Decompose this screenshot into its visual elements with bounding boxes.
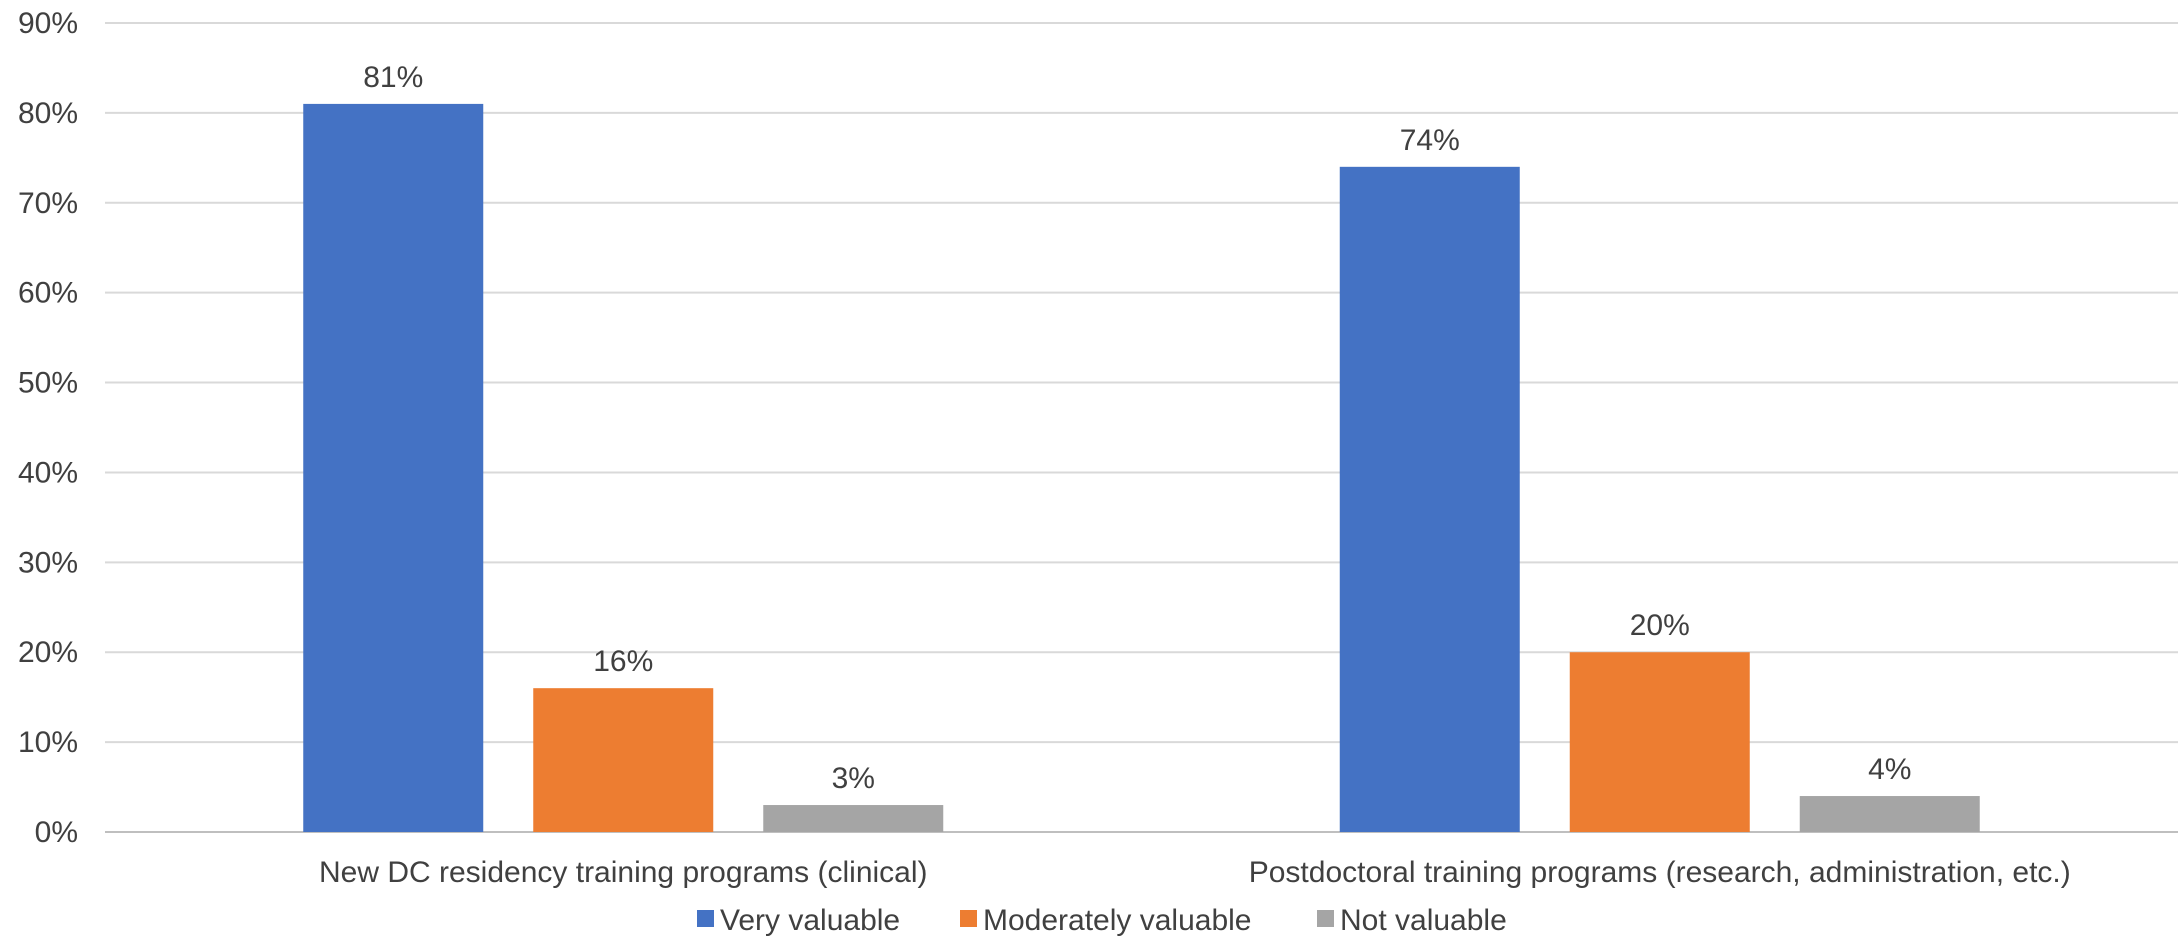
data-label: 16%: [593, 645, 653, 678]
legend-item-very-valuable[interactable]: Very valuable: [720, 904, 900, 937]
legend-swatch: [697, 910, 714, 927]
x-axis-category-labels: New DC residency training programs (clin…: [319, 856, 2071, 889]
y-tick-label: 10%: [18, 726, 78, 759]
legend[interactable]: Very valuable Moderately valuable Not valu…: [697, 904, 1507, 937]
y-tick-label: 0%: [35, 816, 78, 849]
data-label: 74%: [1400, 124, 1460, 157]
y-axis-tick-labels: 0% 10% 20% 30% 40% 50% 60% 70% 80% 90%: [18, 7, 78, 849]
data-label: 81%: [363, 61, 423, 94]
bars: [303, 103, 1980, 833]
y-tick-label: 40%: [18, 456, 78, 489]
bar-not-valuable: [1799, 796, 1980, 832]
x-category-label: New DC residency training programs (clin…: [319, 856, 928, 889]
legend-item-not-valuable[interactable]: Not valuable: [1340, 904, 1507, 937]
data-label: 20%: [1630, 609, 1690, 642]
data-label: 3%: [832, 762, 875, 795]
data-labels: 81% 16% 3% 74% 20% 4%: [363, 61, 1911, 795]
data-label: 4%: [1868, 753, 1911, 786]
y-tick-label: 70%: [18, 187, 78, 220]
y-tick-label: 30%: [18, 546, 78, 579]
x-category-label: Postdoctoral training programs (research…: [1249, 856, 2071, 889]
bar-very-valuable: [1339, 166, 1520, 833]
y-tick-label: 80%: [18, 97, 78, 130]
bar-very-valuable: [303, 103, 484, 832]
legend-item-moderately-valuable[interactable]: Moderately valuable: [983, 904, 1252, 937]
bar-not-valuable: [763, 805, 944, 832]
y-tick-label: 50%: [18, 367, 78, 400]
legend-swatch: [1317, 910, 1334, 927]
bar-moderately-valuable: [1569, 652, 1750, 832]
legend-swatch: [960, 910, 977, 927]
bar-moderately-valuable: [533, 688, 714, 832]
y-tick-label: 60%: [18, 277, 78, 310]
y-tick-label: 20%: [18, 636, 78, 669]
y-tick-label: 90%: [18, 7, 78, 40]
